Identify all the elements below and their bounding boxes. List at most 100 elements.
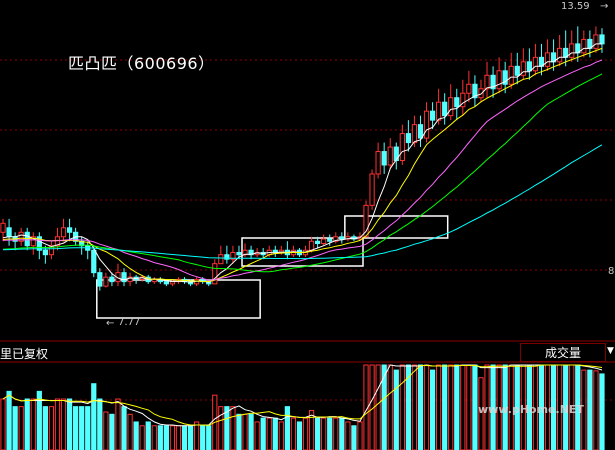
candle-body	[484, 74, 490, 90]
candle-body	[327, 238, 333, 242]
volume-bar	[375, 364, 381, 450]
candle-body	[478, 88, 484, 99]
candle-body	[315, 240, 321, 244]
candle-body	[399, 133, 405, 162]
candle-body	[18, 231, 24, 242]
volume-bar	[194, 421, 200, 450]
volume-bar	[24, 398, 30, 450]
candle-body	[387, 146, 393, 166]
candle-body	[121, 272, 127, 283]
volume-bar	[109, 413, 115, 450]
chevron-down-icon[interactable]: ▼	[607, 346, 614, 356]
consolidation-box	[344, 215, 449, 239]
volume-bar	[169, 425, 176, 450]
volume-bar	[139, 425, 145, 450]
candle-body	[581, 38, 587, 54]
candle-body	[109, 276, 115, 283]
candle-body	[423, 110, 430, 139]
volume-bar	[218, 406, 224, 450]
stock-title: 匹凸匹（600696）	[68, 54, 215, 73]
candle-body	[393, 146, 399, 162]
consolidation-box	[241, 237, 364, 267]
candle-body	[454, 97, 460, 108]
candle-body	[502, 70, 508, 85]
volume-bar	[121, 406, 127, 450]
candle-body	[417, 124, 424, 139]
volume-bar	[284, 406, 290, 450]
candle-body	[466, 83, 472, 94]
adjustment-mode-label: 里已复权	[0, 347, 49, 361]
volume-bar	[315, 417, 321, 450]
ma-line-ma20	[2, 59, 603, 281]
candle-body	[30, 236, 36, 247]
candle-body	[363, 204, 369, 238]
candle-body	[369, 173, 375, 206]
volume-bar	[91, 383, 97, 450]
volume-bar	[266, 417, 272, 450]
volume-bar	[308, 409, 315, 450]
candle-body	[375, 151, 381, 175]
ma-line-ma60	[2, 144, 603, 260]
candle-body	[436, 101, 442, 121]
volume-bar	[54, 398, 61, 450]
volume-bar	[593, 370, 599, 450]
volume-bar	[587, 369, 593, 450]
candle-body	[520, 61, 526, 76]
candle-body	[411, 124, 418, 144]
volume-bar	[187, 425, 194, 450]
volume-bar	[133, 421, 139, 450]
volume-bar	[296, 421, 303, 450]
candle-body	[496, 70, 502, 90]
candle-body	[599, 34, 605, 45]
candle-body	[103, 276, 109, 287]
volume-ma-line	[2, 364, 603, 426]
volume-bar	[242, 413, 248, 450]
candle-body	[308, 240, 315, 251]
low-price-arrow-icon: ←	[106, 318, 115, 329]
volume-bar	[206, 425, 212, 450]
volume-bar	[460, 364, 466, 450]
volume-bar	[175, 425, 182, 450]
volume-bar	[478, 377, 484, 450]
volume-bar	[496, 364, 502, 450]
volume-indicator-tab[interactable]: 成交量	[520, 343, 606, 362]
volume-bar	[36, 390, 42, 450]
candle-body	[66, 227, 73, 233]
candle-body	[381, 151, 387, 166]
candle-body	[569, 43, 575, 58]
volume-bar	[12, 406, 18, 450]
volume-bar	[345, 421, 351, 450]
volume-bar	[399, 364, 405, 450]
volume-bar	[405, 364, 411, 450]
volume-bar	[484, 364, 490, 450]
candle-body	[544, 52, 551, 67]
volume-bar	[127, 413, 133, 450]
volume-bar	[436, 364, 442, 450]
candle-body	[224, 254, 230, 260]
high-price-label: 13.59	[561, 1, 590, 12]
volume-bar	[163, 425, 169, 450]
candle-body	[272, 249, 278, 253]
volume-moving-averages	[2, 364, 603, 427]
volume-bar	[302, 417, 309, 450]
candle-body	[593, 34, 599, 49]
volume-bar	[181, 425, 188, 450]
volume-bar	[417, 364, 424, 450]
candle-body	[115, 272, 121, 283]
volume-bar	[472, 364, 478, 450]
volume-bar	[60, 398, 67, 450]
candle-body	[60, 227, 67, 238]
candle-body	[212, 263, 218, 285]
grid-lines	[0, 59, 615, 401]
candle-body	[236, 251, 242, 256]
volume-bar	[381, 364, 387, 450]
volume-bar	[290, 417, 297, 450]
volume-bar	[502, 364, 508, 450]
candle-body	[557, 47, 563, 63]
candle-body	[6, 227, 12, 238]
volume-bar	[42, 406, 48, 450]
volume-bar	[490, 364, 496, 450]
candle-body	[460, 92, 466, 108]
volume-bar	[333, 417, 339, 450]
volume-bar	[79, 406, 85, 450]
